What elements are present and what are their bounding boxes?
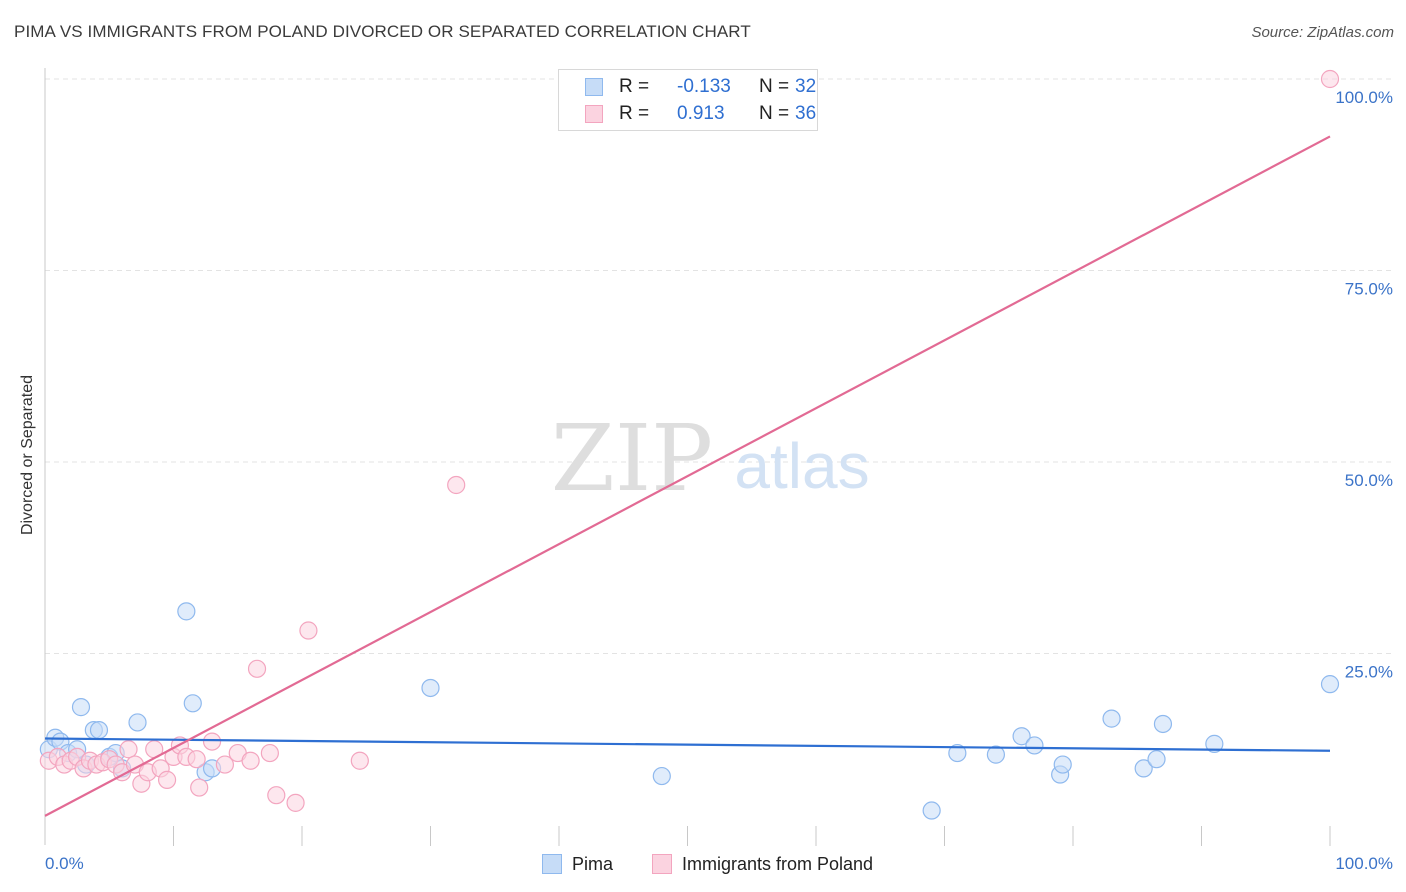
- watermark: ZIP atlas: [551, 405, 870, 512]
- legend-n-value: 32: [795, 76, 817, 97]
- pima-point: [177, 602, 196, 621]
- poland-point: [447, 475, 466, 495]
- poland-trend-line: [44, 135, 1331, 817]
- pima-point: [986, 745, 1006, 764]
- poland-point: [1320, 69, 1340, 89]
- series-label-poland: Immigrants from Poland: [682, 854, 874, 874]
- pima-point: [1205, 734, 1224, 753]
- x-tick-label: 0.0%: [45, 854, 84, 873]
- poland-point: [299, 621, 318, 640]
- trend-layer: [44, 135, 1331, 817]
- legend-r-value: -0.133: [677, 76, 731, 97]
- legend-r-label: R =: [619, 76, 650, 97]
- poland-point: [260, 743, 279, 763]
- legend-swatch-pima: [585, 78, 603, 96]
- legend-swatch-pima: [542, 854, 562, 874]
- axes-layer: [44, 68, 1331, 846]
- legend-n-label: N =: [759, 103, 790, 124]
- legend-swatch-poland: [652, 854, 672, 874]
- y-tick-label: 100.0%: [1335, 88, 1393, 107]
- watermark-zip: ZIP: [551, 405, 713, 512]
- series-label-pima: Pima: [572, 854, 614, 874]
- pima-point: [89, 720, 109, 740]
- pima-point: [1320, 675, 1340, 694]
- watermark-atlas: atlas: [734, 430, 869, 502]
- x-tick-label: 100.0%: [1335, 854, 1393, 873]
- chart-title: PIMA VS IMMIGRANTS FROM POLAND DIVORCED …: [14, 22, 751, 41]
- pima-point: [1012, 727, 1031, 746]
- poland-point: [157, 770, 177, 789]
- grid-layer: [45, 78, 1392, 654]
- legend-r-value: 0.913: [677, 103, 725, 124]
- poland-point: [119, 740, 138, 759]
- poland-point: [241, 751, 260, 770]
- correlation-legend: R = -0.133 N = 32 R = 0.913 N = 36: [558, 69, 818, 131]
- pima-point: [1153, 714, 1173, 734]
- pima-point: [71, 698, 91, 717]
- legend-n-value: 36: [795, 103, 817, 124]
- pima-trend-line: [44, 737, 1331, 752]
- pima-point: [922, 801, 941, 820]
- y-tick-label: 50.0%: [1345, 471, 1393, 490]
- poland-point: [286, 793, 305, 812]
- source-credit: Source: ZipAtlas.com: [1251, 24, 1394, 41]
- pima-point: [1025, 736, 1044, 755]
- poland-point: [202, 732, 222, 751]
- legend-swatch-poland: [585, 105, 603, 123]
- poland-point: [267, 786, 286, 805]
- tick-label-layer: 25.0% 50.0% 75.0% 100.0% 0.0% 100.0%: [45, 88, 1393, 873]
- legend-n-label: N =: [759, 76, 790, 97]
- pima-point: [1147, 750, 1166, 769]
- poland-point: [215, 755, 234, 774]
- poland-point: [247, 659, 267, 678]
- pima-point: [652, 766, 671, 786]
- pima-point: [1102, 709, 1121, 728]
- pima-point: [948, 743, 967, 763]
- points-layer: [39, 69, 1340, 820]
- pima-point: [1053, 755, 1072, 774]
- pima-point: [128, 713, 147, 732]
- poland-point: [350, 751, 369, 770]
- pima-point: [421, 678, 440, 698]
- pima-point: [183, 694, 202, 713]
- legend-r-label: R =: [619, 103, 650, 124]
- poland-point: [187, 750, 206, 769]
- y-tick-label: 25.0%: [1345, 663, 1393, 682]
- y-tick-label: 75.0%: [1345, 280, 1393, 299]
- pima-point: [1134, 759, 1153, 778]
- poland-point: [190, 778, 209, 797]
